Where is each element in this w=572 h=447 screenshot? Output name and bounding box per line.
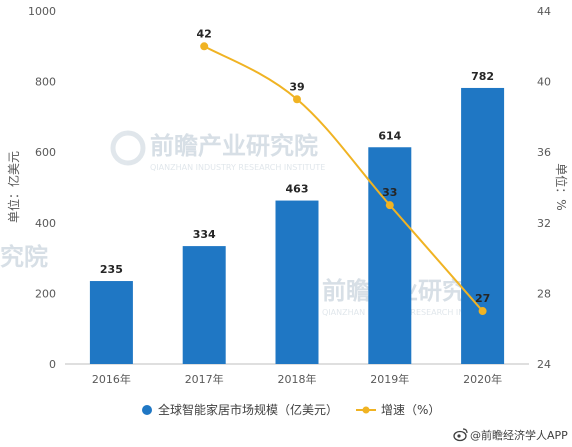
bar-data-label: 614	[378, 129, 401, 142]
bar	[368, 147, 412, 364]
left-tick-label: 1000	[28, 5, 56, 18]
legend-line-dot	[362, 406, 370, 414]
watermark-center: 前瞻产业研究院 QIANZHAN INDUSTRY RESEARCH INSTI…	[110, 130, 325, 172]
right-tick-label: 28	[537, 287, 551, 300]
left-axis-ticks: 0 200 400 600 800 1000	[28, 5, 56, 371]
right-axis-title: 单位：%	[554, 163, 569, 210]
line-point	[478, 307, 487, 316]
bar	[182, 246, 226, 364]
bar	[89, 281, 133, 364]
bar-series	[89, 87, 505, 364]
x-tick-label: 2019年	[370, 372, 409, 386]
right-tick-label: 44	[537, 5, 551, 18]
right-tick-label: 32	[537, 217, 551, 230]
line-data-label: 27	[475, 292, 490, 305]
x-tick-label: 2016年	[92, 372, 131, 386]
left-tick-label: 600	[35, 146, 56, 159]
x-tick-label: 2018年	[278, 372, 317, 386]
line-data-label: 33	[382, 186, 397, 199]
watermark-sub: QIANZHAN INDUSTRY RESEARCH INSTITUTE	[150, 163, 325, 172]
legend-line-label: 增速（%）	[381, 403, 440, 417]
legend: 全球智能家居市场规模（亿美元） 增速（%）	[142, 402, 440, 417]
line-data-labels: 42 39 33 27	[197, 27, 491, 305]
left-tick-label: 200	[35, 287, 56, 300]
right-axis-ticks: 24 28 32 36 40 44	[537, 5, 551, 371]
left-tick-label: 800	[35, 76, 56, 89]
bar-data-label: 463	[286, 183, 309, 196]
watermark-left: 前瞻产业研究院	[0, 243, 48, 271]
watermark-logo-icon	[110, 130, 146, 166]
source-credit: @前瞻经济学人APP	[453, 428, 568, 442]
right-tick-label: 36	[537, 146, 551, 159]
line-point	[293, 95, 301, 104]
left-tick-label: 400	[35, 217, 56, 230]
bar-data-label: 334	[193, 228, 216, 241]
source-text: @前瞻经济学人APP	[470, 428, 568, 442]
line-data-label: 42	[197, 27, 212, 40]
bar-data-label: 782	[471, 70, 494, 83]
x-tick-label: 2017年	[185, 372, 224, 386]
bar-data-labels: 235 334 463 614 782	[100, 70, 494, 276]
line-data-label: 39	[289, 80, 304, 93]
watermark-brand: 前瞻产业研究院	[150, 132, 318, 160]
legend-bar-marker	[142, 405, 152, 415]
legend-bar-label: 全球智能家居市场规模（亿美元）	[158, 402, 338, 417]
line-point	[200, 42, 209, 51]
bar-data-label: 235	[100, 263, 123, 276]
right-tick-label: 40	[537, 76, 551, 89]
left-tick-label: 0	[49, 358, 56, 371]
right-tick-label: 24	[537, 358, 551, 371]
left-axis-title: 单位：亿美元	[6, 151, 21, 223]
line-path	[203, 45, 484, 312]
x-axis-ticks: 2016年 2017年 2018年 2019年 2020年	[92, 372, 502, 386]
watermark-brand: 前瞻产业研究院	[0, 243, 48, 271]
bar	[461, 87, 505, 364]
bar	[275, 200, 319, 364]
weibo-icon	[453, 428, 468, 442]
line-series	[200, 42, 487, 316]
x-tick-label: 2020年	[463, 372, 502, 386]
line-point	[385, 201, 394, 210]
